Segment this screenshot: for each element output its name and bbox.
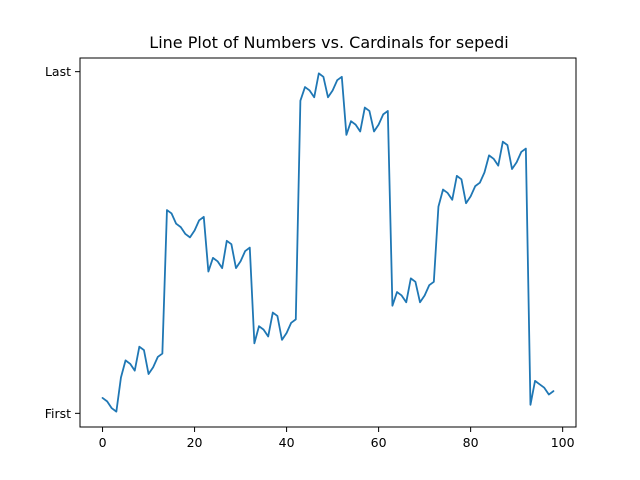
x-tick-label: 20 <box>187 435 203 450</box>
x-tick-label: 0 <box>99 435 107 450</box>
plot-area-frame <box>79 57 577 428</box>
x-tick-label: 80 <box>463 435 479 450</box>
y-tick-label: First <box>45 406 71 421</box>
x-axis: 0 20 40 60 80 100 <box>99 427 575 450</box>
x-tick-label: 60 <box>371 435 387 450</box>
x-tick-label: 40 <box>279 435 295 450</box>
y-tick-label: Last <box>45 64 71 79</box>
chart-title: Line Plot of Numbers vs. Cardinals for s… <box>149 33 508 52</box>
y-axis: First Last <box>45 64 80 421</box>
series-line <box>101 72 555 413</box>
x-tick-label: 100 <box>551 435 575 450</box>
